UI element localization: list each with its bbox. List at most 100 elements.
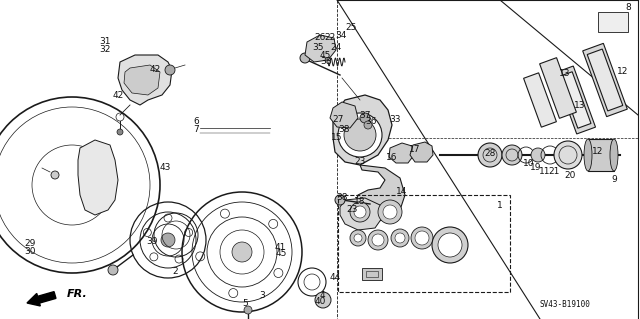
- Text: 16: 16: [387, 153, 397, 162]
- Circle shape: [554, 141, 582, 169]
- Circle shape: [531, 148, 545, 162]
- Text: 39: 39: [147, 238, 157, 247]
- Text: 5: 5: [242, 300, 248, 308]
- Text: 33: 33: [389, 115, 401, 124]
- Text: 38: 38: [320, 57, 332, 66]
- Circle shape: [411, 227, 433, 249]
- Text: 2: 2: [172, 268, 178, 277]
- Circle shape: [338, 113, 382, 157]
- Polygon shape: [559, 72, 591, 128]
- Bar: [362, 268, 382, 280]
- Text: 4: 4: [319, 292, 325, 300]
- Text: 7: 7: [193, 125, 199, 135]
- Text: 36: 36: [365, 117, 377, 127]
- Bar: [598, 12, 628, 32]
- Text: 21: 21: [548, 167, 560, 176]
- Circle shape: [360, 113, 370, 123]
- Polygon shape: [389, 143, 414, 163]
- Bar: [338, 195, 510, 292]
- Circle shape: [395, 233, 405, 243]
- Text: 35: 35: [312, 43, 324, 53]
- Text: 34: 34: [335, 31, 347, 40]
- Text: 29: 29: [24, 239, 36, 248]
- Text: 13: 13: [574, 101, 586, 110]
- Polygon shape: [330, 102, 358, 128]
- Text: SV43-B19100: SV43-B19100: [539, 300, 590, 309]
- Circle shape: [350, 202, 370, 222]
- Circle shape: [478, 143, 502, 167]
- Text: 32: 32: [99, 46, 111, 55]
- Polygon shape: [524, 73, 556, 127]
- Text: 25: 25: [346, 24, 356, 33]
- Circle shape: [368, 230, 388, 250]
- Circle shape: [108, 265, 118, 275]
- Text: 13: 13: [559, 70, 571, 78]
- Circle shape: [415, 231, 429, 245]
- Circle shape: [364, 121, 372, 129]
- FancyArrow shape: [27, 292, 56, 306]
- Text: 44: 44: [330, 272, 340, 281]
- Polygon shape: [333, 95, 392, 165]
- Text: 38: 38: [336, 194, 348, 203]
- Text: 22: 22: [324, 33, 335, 42]
- Circle shape: [383, 205, 397, 219]
- Text: 41: 41: [275, 243, 285, 253]
- Text: 26: 26: [314, 33, 326, 42]
- Circle shape: [391, 229, 409, 247]
- Circle shape: [350, 230, 366, 246]
- Circle shape: [432, 227, 468, 263]
- Text: 23: 23: [346, 205, 358, 214]
- Text: 27: 27: [332, 115, 344, 124]
- Text: 24: 24: [330, 43, 342, 53]
- Circle shape: [117, 129, 123, 135]
- Circle shape: [244, 306, 252, 314]
- Text: 40: 40: [314, 298, 326, 307]
- Polygon shape: [118, 55, 172, 105]
- Text: FR.: FR.: [67, 289, 88, 299]
- Text: 28: 28: [484, 149, 496, 158]
- Ellipse shape: [610, 139, 618, 171]
- Circle shape: [438, 233, 462, 257]
- Polygon shape: [355, 165, 405, 222]
- Polygon shape: [410, 142, 433, 162]
- Text: 10: 10: [524, 159, 535, 167]
- Bar: [366, 271, 378, 277]
- Text: 23: 23: [355, 158, 365, 167]
- Text: 42: 42: [149, 65, 161, 75]
- Circle shape: [378, 200, 402, 224]
- Circle shape: [300, 53, 310, 63]
- Text: 42: 42: [113, 91, 124, 100]
- Polygon shape: [540, 58, 577, 118]
- Polygon shape: [582, 43, 627, 117]
- Text: 3: 3: [259, 292, 265, 300]
- Text: 38: 38: [339, 125, 349, 135]
- Text: 45: 45: [319, 50, 331, 60]
- Text: 6: 6: [193, 117, 199, 127]
- Text: 30: 30: [24, 247, 36, 256]
- Circle shape: [315, 292, 331, 308]
- Circle shape: [335, 195, 345, 205]
- Text: 37: 37: [359, 110, 371, 120]
- Circle shape: [232, 242, 252, 262]
- Circle shape: [502, 145, 522, 165]
- Text: 14: 14: [396, 188, 408, 197]
- Text: 8: 8: [625, 4, 631, 12]
- Text: 15: 15: [332, 133, 343, 143]
- Text: 45: 45: [275, 249, 287, 258]
- Circle shape: [372, 234, 384, 246]
- Polygon shape: [124, 65, 160, 95]
- Text: 11: 11: [540, 167, 551, 176]
- Ellipse shape: [584, 139, 592, 171]
- Text: 9: 9: [611, 175, 617, 184]
- Text: 20: 20: [564, 170, 576, 180]
- Text: 19: 19: [531, 164, 541, 173]
- Circle shape: [354, 234, 362, 242]
- Text: 12: 12: [592, 147, 604, 157]
- Text: 1: 1: [497, 201, 503, 210]
- Polygon shape: [78, 140, 118, 215]
- Circle shape: [51, 171, 59, 179]
- Text: 31: 31: [99, 38, 111, 47]
- Text: 12: 12: [618, 68, 628, 77]
- Circle shape: [161, 233, 175, 247]
- Polygon shape: [305, 35, 336, 62]
